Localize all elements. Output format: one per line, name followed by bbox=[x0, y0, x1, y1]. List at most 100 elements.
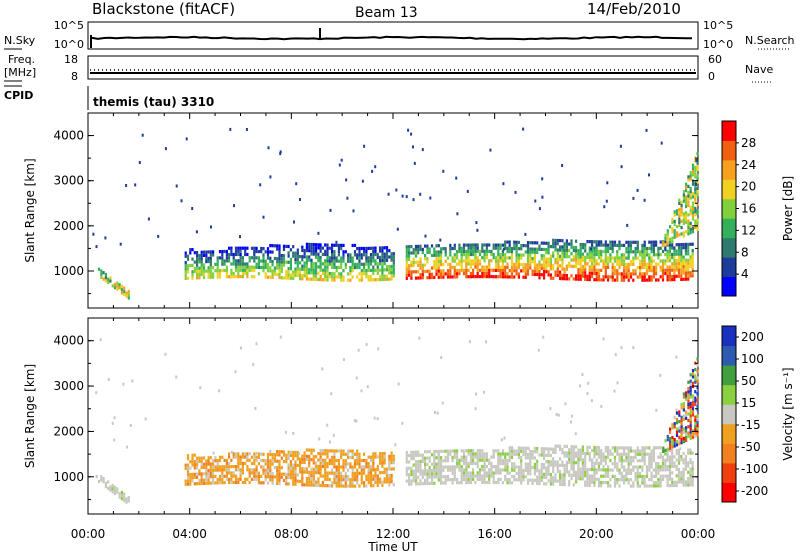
data-cell bbox=[191, 463, 194, 467]
data-cell bbox=[324, 262, 327, 266]
data-cell bbox=[253, 477, 256, 481]
data-cell bbox=[412, 469, 415, 473]
data-cell bbox=[223, 458, 226, 462]
data-cell bbox=[593, 252, 596, 256]
data-cell bbox=[515, 256, 518, 260]
data-cell bbox=[561, 264, 564, 268]
data-cell bbox=[517, 465, 520, 469]
data-cell bbox=[515, 243, 518, 248]
data-cell bbox=[643, 275, 646, 279]
data-cell bbox=[694, 421, 697, 426]
data-cell bbox=[538, 478, 541, 482]
data-cell bbox=[634, 478, 637, 482]
data-cell bbox=[414, 270, 418, 274]
data-cell bbox=[588, 483, 591, 487]
data-cell bbox=[435, 263, 438, 267]
data-cell bbox=[623, 275, 626, 279]
data-cell bbox=[488, 461, 491, 465]
data-cell bbox=[682, 258, 685, 262]
data-cell bbox=[600, 452, 603, 456]
data-cell bbox=[449, 262, 452, 266]
data-cell bbox=[572, 451, 575, 455]
data-cell bbox=[554, 270, 557, 274]
data-cell bbox=[301, 470, 304, 474]
data-cell bbox=[494, 275, 498, 279]
data-cell bbox=[248, 256, 251, 260]
data-cell bbox=[349, 266, 352, 270]
data-cell-sparse bbox=[466, 189, 469, 193]
data-cell bbox=[680, 226, 683, 230]
data-cell bbox=[205, 250, 208, 254]
data-cell bbox=[476, 259, 479, 263]
data-cell bbox=[687, 387, 690, 391]
data-cell bbox=[342, 256, 345, 260]
data-cell bbox=[565, 470, 568, 474]
data-cell bbox=[385, 477, 389, 481]
data-cell bbox=[659, 465, 662, 469]
data-cell-sparse bbox=[210, 225, 212, 229]
data-cell bbox=[273, 266, 276, 270]
data-cell bbox=[344, 481, 347, 485]
data-cell bbox=[673, 219, 676, 223]
data-cell bbox=[246, 271, 249, 276]
data-cell bbox=[276, 244, 279, 248]
data-cell bbox=[266, 456, 270, 460]
data-cell bbox=[412, 270, 415, 274]
data-cell bbox=[437, 269, 440, 273]
data-cell bbox=[639, 272, 642, 276]
data-cell bbox=[595, 471, 598, 475]
data-cell bbox=[207, 472, 210, 476]
data-cell bbox=[570, 245, 573, 249]
data-cell bbox=[266, 462, 270, 466]
data-cell bbox=[225, 249, 228, 254]
data-cell bbox=[216, 275, 219, 279]
data-cell bbox=[488, 458, 491, 462]
data-cell bbox=[374, 246, 377, 250]
data-cell bbox=[565, 277, 568, 281]
data-cell-sparse bbox=[675, 355, 678, 359]
beam-title: Beam 13 bbox=[355, 5, 418, 21]
data-cell bbox=[216, 468, 219, 472]
data-cell bbox=[657, 455, 660, 459]
data-cell bbox=[696, 420, 699, 424]
data-cell bbox=[666, 235, 669, 239]
data-cell bbox=[540, 254, 543, 258]
data-cell bbox=[533, 266, 536, 270]
data-cell bbox=[241, 268, 244, 272]
data-cell bbox=[669, 440, 672, 444]
data-cell bbox=[687, 480, 690, 484]
data-cell bbox=[331, 278, 334, 282]
data-cell bbox=[287, 267, 290, 271]
data-cell bbox=[687, 412, 690, 416]
data-cell bbox=[682, 242, 685, 247]
data-cell bbox=[678, 214, 681, 218]
data-cell bbox=[694, 165, 697, 169]
data-cell bbox=[478, 268, 482, 272]
data-cell-sparse bbox=[441, 401, 444, 405]
data-cell bbox=[317, 271, 320, 275]
data-cell bbox=[244, 480, 247, 485]
data-cell bbox=[353, 452, 357, 456]
data-cell bbox=[278, 481, 281, 486]
data-cell bbox=[545, 453, 548, 457]
data-cell bbox=[449, 275, 452, 279]
data-cell bbox=[691, 207, 695, 212]
data-cell bbox=[678, 442, 681, 446]
data-cell bbox=[485, 465, 488, 469]
data-cell bbox=[488, 471, 491, 475]
data-cell bbox=[616, 278, 619, 282]
data-cell bbox=[228, 471, 231, 475]
data-cell bbox=[421, 266, 424, 270]
data-cell bbox=[294, 450, 297, 455]
data-cell bbox=[613, 240, 617, 244]
data-cell bbox=[305, 480, 308, 484]
nave-label: Nave bbox=[745, 63, 773, 76]
data-cell bbox=[458, 249, 461, 254]
data-cell bbox=[593, 259, 596, 263]
data-cell bbox=[652, 481, 655, 485]
data-cell bbox=[588, 259, 591, 263]
data-cell bbox=[426, 469, 429, 473]
data-cell bbox=[405, 460, 408, 464]
data-cell-sparse bbox=[195, 230, 198, 234]
velocity-x-axis: 00:00 04:00 08:00 12:00 16:00 20:00 00:00 bbox=[71, 527, 716, 541]
